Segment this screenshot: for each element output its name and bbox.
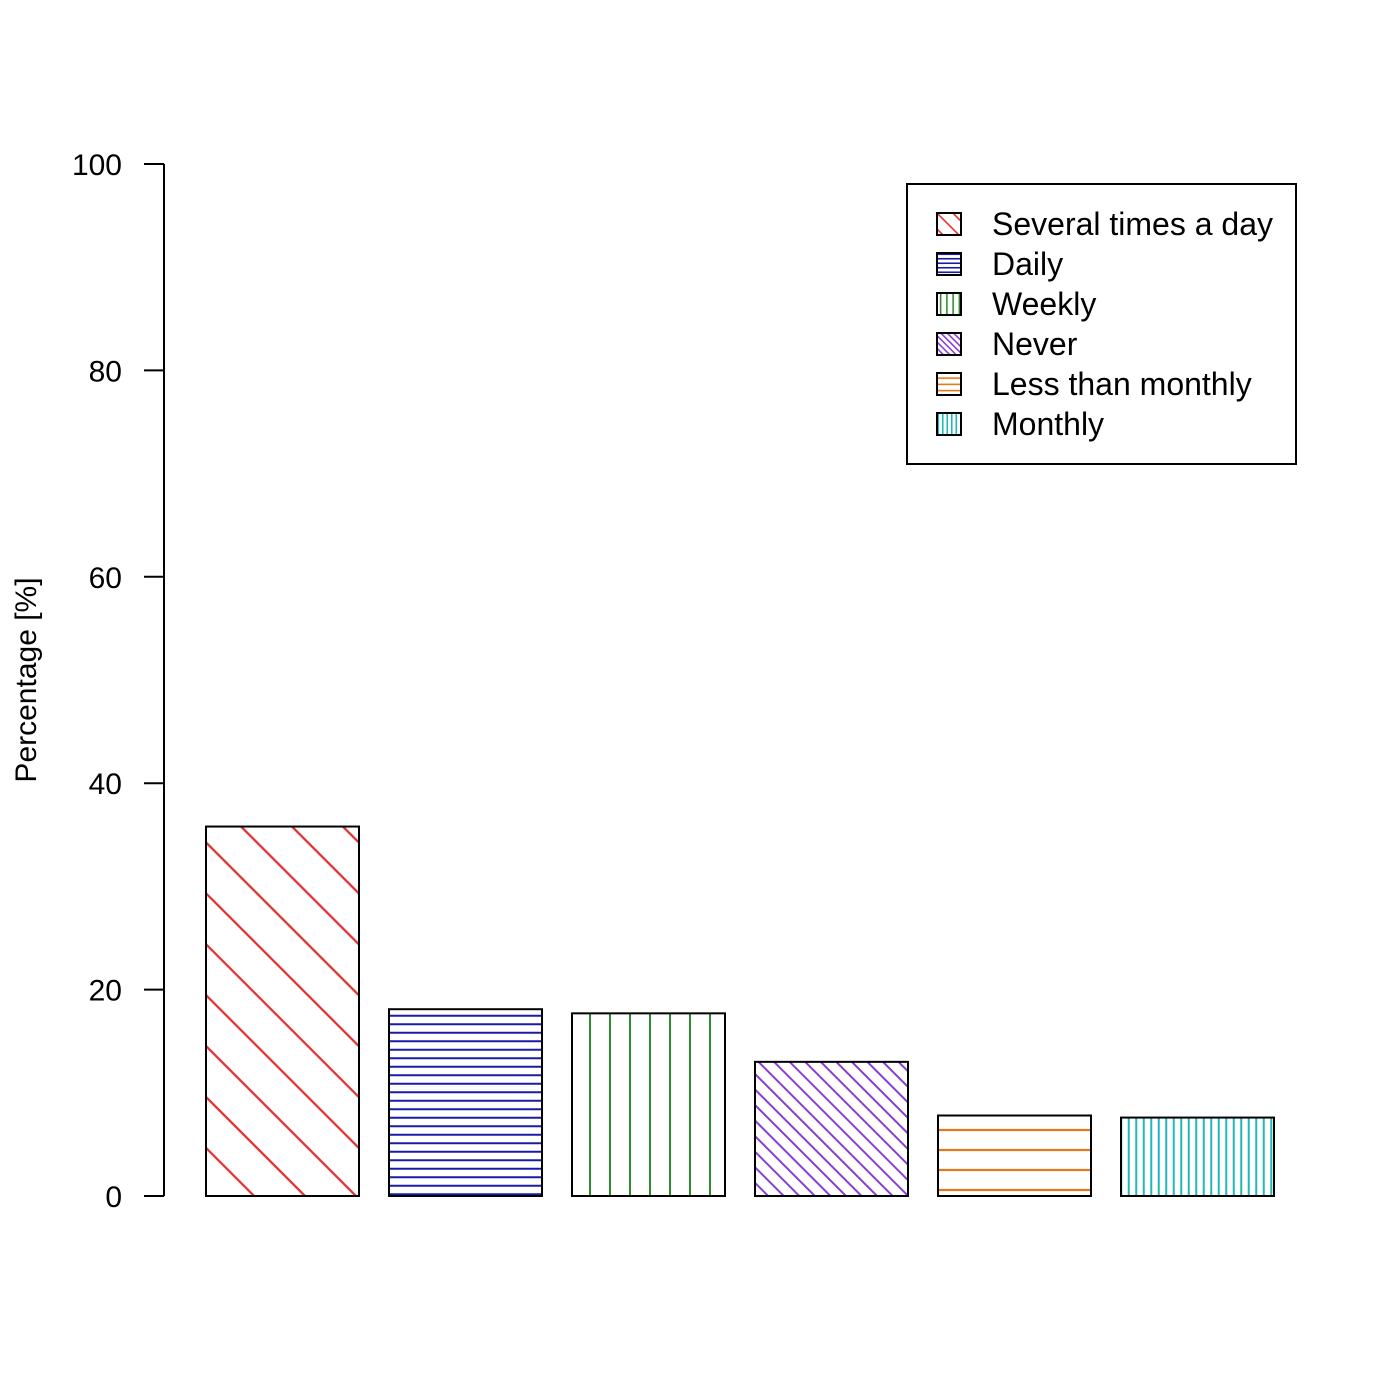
legend-swatch bbox=[936, 252, 962, 276]
y-tick-label: 100 bbox=[72, 149, 122, 182]
y-axis: 0 20 40 60 80 100 bbox=[72, 149, 165, 1214]
legend-box bbox=[906, 183, 1297, 465]
legend-entry-label: Weekly bbox=[992, 286, 1096, 322]
legend-swatch bbox=[936, 292, 962, 316]
bar bbox=[388, 1008, 543, 1198]
legend-swatch bbox=[936, 212, 962, 236]
legend-entry-label: Several times a day bbox=[992, 206, 1273, 242]
y-tick-label: 40 bbox=[89, 768, 122, 801]
y-tick-label: 20 bbox=[89, 975, 122, 1008]
bar bbox=[205, 825, 360, 1197]
bar bbox=[571, 1012, 726, 1197]
y-axis-label: Percentage [%] bbox=[10, 577, 43, 782]
legend-entry-label: Monthly bbox=[992, 406, 1104, 442]
legend: Several times a day Daily Weekly Never Less … bbox=[906, 183, 1297, 465]
bar bbox=[1120, 1116, 1275, 1197]
y-tick-label: 60 bbox=[89, 562, 122, 595]
legend-entry-label: Never bbox=[992, 326, 1078, 362]
legend-entry-label: Daily bbox=[992, 246, 1063, 282]
legend-swatch bbox=[936, 332, 962, 356]
bars bbox=[205, 825, 1275, 1198]
bar bbox=[937, 1114, 1092, 1198]
y-tick-label: 0 bbox=[105, 1181, 122, 1214]
legend-entry-label: Less than monthly bbox=[992, 366, 1252, 402]
legend-swatch bbox=[936, 412, 962, 436]
bar bbox=[754, 1060, 909, 1197]
legend-swatch bbox=[936, 372, 962, 396]
y-tick-label: 80 bbox=[89, 355, 122, 388]
